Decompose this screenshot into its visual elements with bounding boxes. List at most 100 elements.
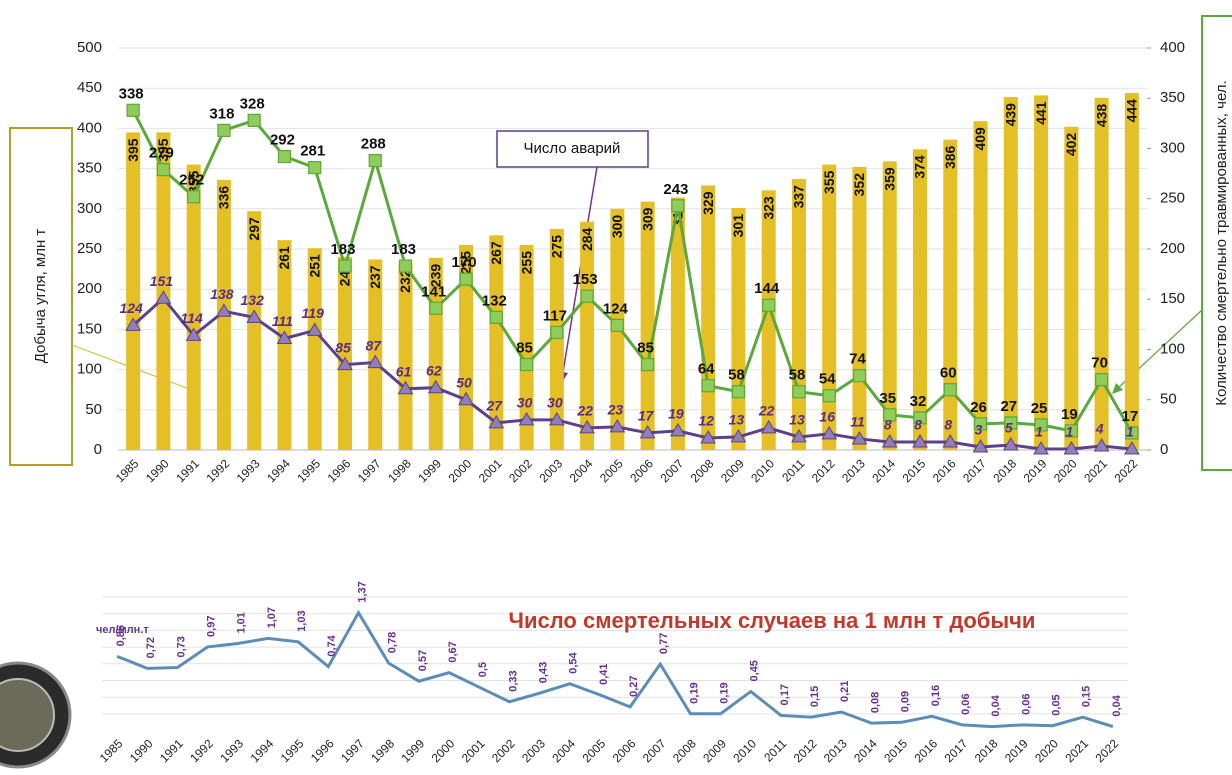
data-label: 54 [819, 371, 836, 388]
data-label: 0,05 [1050, 694, 1062, 715]
data-label: 119 [302, 305, 325, 321]
data-label: 85 [516, 340, 533, 357]
bar-value-label: 444 [1124, 99, 1140, 123]
marker [217, 123, 231, 138]
bar [1003, 97, 1018, 450]
marker [700, 429, 717, 444]
marker [246, 309, 263, 323]
x-tick-label: 1992 [187, 736, 216, 765]
x-tick-label: 2015 [881, 736, 910, 765]
marker [883, 408, 897, 422]
x-tick-label: 2001 [476, 456, 505, 485]
bar [701, 185, 716, 450]
bar-value-label: 232 [397, 269, 413, 293]
bar [307, 248, 322, 450]
bar-value-label: 300 [609, 215, 625, 239]
data-label: 58 [728, 367, 745, 384]
marker [548, 411, 565, 426]
x-tick-label: 2021 [1081, 456, 1110, 485]
bar [1094, 97, 1109, 451]
data-label: 0,78 [387, 632, 399, 653]
data-label: 151 [150, 273, 174, 289]
x-tick-label: 2005 [597, 456, 626, 485]
bar-value-label: 255 [458, 251, 474, 275]
x-tick-label: 1994 [264, 456, 293, 485]
data-label: 0,73 [175, 636, 187, 657]
x-tick-label: 1991 [173, 456, 202, 485]
y2-tick-label: 300 [1160, 139, 1185, 156]
x-tick-label: 1993 [217, 736, 246, 765]
data-label: 25 [1031, 400, 1048, 417]
data-label: 0,04 [990, 694, 1002, 716]
bar [1034, 95, 1049, 450]
x-tick-label: 2000 [446, 456, 475, 485]
marker [731, 385, 746, 399]
data-label: 23 [607, 402, 624, 418]
marker [762, 298, 776, 312]
bar [1064, 126, 1079, 451]
x-tick-label: 2010 [748, 456, 777, 485]
data-label: 70 [1091, 355, 1108, 372]
marker [670, 422, 686, 437]
data-label: 292 [270, 132, 295, 149]
marker [247, 113, 261, 127]
marker [852, 369, 867, 383]
data-label: 0,04 [1111, 694, 1123, 716]
annotation: Число аварий [524, 140, 621, 157]
x-tick-label: 2018 [972, 736, 1001, 765]
y2-tick-label: 200 [1160, 240, 1185, 257]
marker [610, 318, 624, 332]
bar [489, 235, 504, 450]
marker [641, 357, 655, 372]
marker [822, 389, 836, 403]
bar-value-label: 237 [367, 265, 383, 289]
data-label: 0,15 [809, 686, 821, 707]
y-tick-label: 50 [85, 401, 102, 418]
data-label: 19 [668, 406, 684, 422]
x-tick-label: 1991 [157, 736, 186, 765]
marker [1125, 426, 1139, 440]
marker [550, 325, 564, 340]
bar-value-label: 441 [1033, 101, 1049, 125]
marker [308, 160, 322, 175]
y2-tick-label: 0 [1160, 441, 1168, 458]
x-tick-label: 2020 [1051, 456, 1080, 485]
y2-tick-label: 250 [1160, 190, 1185, 207]
marker [337, 356, 353, 371]
x-tick-label: 2019 [1021, 456, 1050, 485]
bar [186, 164, 201, 450]
x-tick-label: 1999 [415, 456, 444, 485]
data-label: 22 [576, 403, 593, 419]
data-label: 0,08 [869, 692, 881, 713]
data-label: 281 [300, 143, 325, 160]
chart-title: Число смертельных случаев на 1 млн т доб… [509, 608, 1036, 633]
x-tick-label: 2002 [506, 456, 535, 485]
x-tick-label: 2012 [809, 456, 838, 485]
data-label: 0,19 [719, 682, 731, 703]
marker [972, 438, 989, 453]
bar-value-label: 386 [942, 145, 958, 169]
x-tick-label: 2009 [700, 736, 729, 765]
data-label: 0,21 [839, 681, 851, 702]
marker [459, 272, 473, 286]
y-tick-label: 400 [77, 119, 102, 136]
y-tick-label: 200 [77, 280, 102, 297]
marker [156, 163, 170, 177]
x-tick-label: 2012 [791, 736, 820, 765]
bar-value-label: 251 [306, 254, 322, 278]
data-label: 141 [421, 283, 446, 300]
data-label: 16 [819, 409, 835, 425]
data-label: 0,09 [900, 691, 912, 712]
data-label: 328 [240, 95, 265, 112]
marker [821, 425, 838, 440]
bar-value-label: 395 [125, 138, 141, 162]
data-label: 1 [1126, 424, 1134, 440]
data-label: 0,33 [507, 670, 519, 691]
bar-value-label: 352 [851, 173, 867, 197]
unit-label: чел/млн.т [96, 624, 149, 636]
x-tick-label: 2005 [579, 736, 608, 765]
y-tick-label: 150 [77, 320, 102, 337]
bar-value-label: 261 [276, 246, 292, 270]
data-label: 17 [1122, 408, 1139, 425]
data-label: 0,45 [749, 660, 761, 681]
